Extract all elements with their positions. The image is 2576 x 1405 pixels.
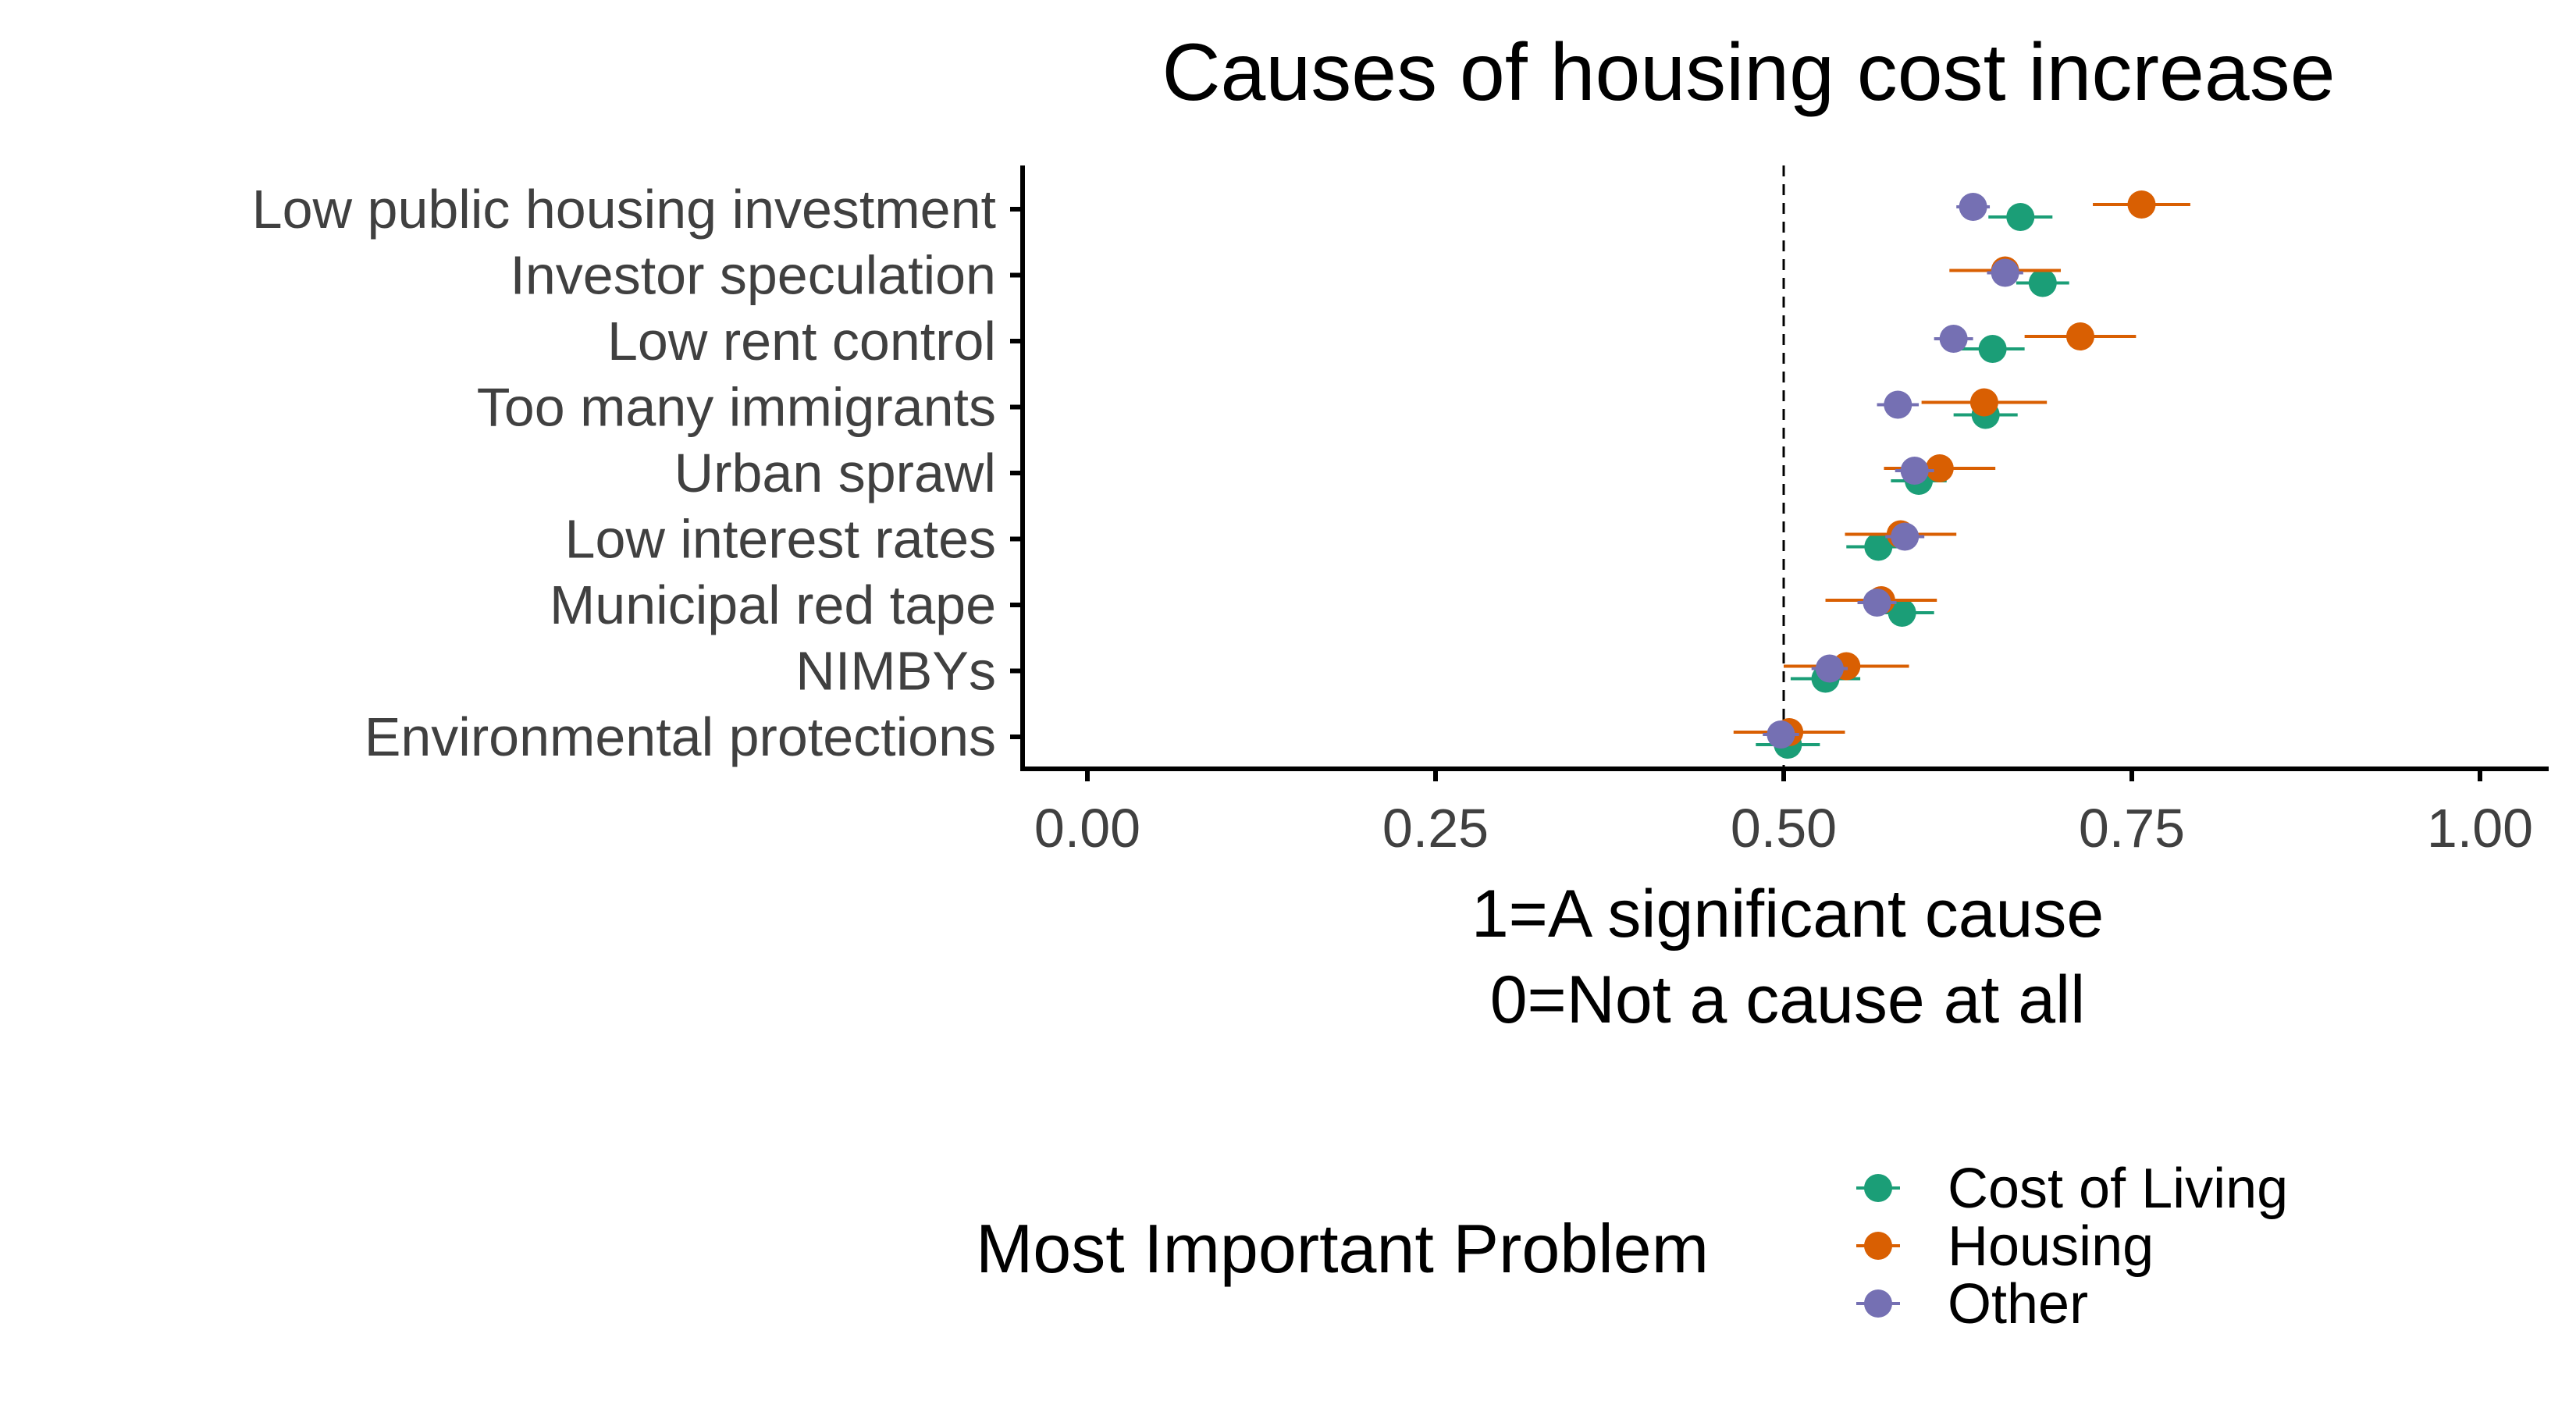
x-tick-label: 1.00 [2427, 798, 2533, 859]
data-point [1991, 258, 2019, 287]
y-tick-label: NIMBYs [795, 641, 996, 702]
data-point [2028, 269, 2057, 297]
legend-label: Housing [1948, 1215, 2154, 1278]
data-point [1959, 193, 1987, 221]
data-point [1815, 654, 1844, 683]
legend-title: Most Important Problem [976, 1210, 1709, 1287]
legend: Most Important Problem Cost of LivingHou… [976, 1158, 2288, 1336]
y-tick-label: Urban sprawl [674, 443, 996, 503]
x-tick-label: 0.25 [1382, 798, 1489, 859]
x-axis-label-line-2: 0=Not a cause at all [1490, 962, 2086, 1037]
x-axis-label-line-1: 1=A significant cause [1471, 877, 2104, 951]
data-point [1978, 335, 2007, 363]
y-tick-label: Low interest rates [565, 509, 996, 570]
legend-label: Other [1948, 1273, 2088, 1336]
data-point [1888, 599, 1916, 627]
data-point [1891, 522, 1920, 551]
data-point [2006, 203, 2035, 231]
x-tick-label: 0.75 [2079, 798, 2185, 859]
data-point [1939, 325, 1968, 353]
data-point [1900, 457, 1929, 485]
data-point [1864, 532, 1893, 561]
data-point [1767, 720, 1795, 749]
series-other [1763, 193, 2023, 749]
legend-key-point [1864, 1232, 1892, 1260]
legend-label: Cost of Living [1948, 1158, 2288, 1220]
y-tick-label: Low public housing investment [252, 179, 996, 240]
data-point [1884, 390, 1912, 419]
x-tick-label: 0.00 [1034, 798, 1140, 859]
y-tick-label: Too many immigrants [477, 377, 996, 438]
legend-key-point [1864, 1289, 1892, 1318]
series-housing [1733, 190, 2190, 746]
x-tick-label: 0.50 [1731, 798, 1837, 859]
data-point [2065, 322, 2094, 350]
y-tick-label: Municipal red tape [550, 574, 996, 635]
data-point [2127, 190, 2156, 219]
data-point [1925, 454, 1954, 482]
data-point [1969, 388, 1998, 417]
y-tick-label: Low rent control [607, 311, 996, 372]
x-axis: 0.00 0.25 0.50 0.75 1.00 [1034, 769, 2533, 859]
chart-title: Causes of housing cost increase [1162, 27, 2335, 118]
y-tick-label: Environmental protections [365, 706, 996, 767]
y-tick-label: Investor speculation [510, 245, 996, 306]
data-points [1733, 190, 2190, 759]
legend-key-point [1864, 1174, 1892, 1202]
data-point [1863, 589, 1891, 617]
